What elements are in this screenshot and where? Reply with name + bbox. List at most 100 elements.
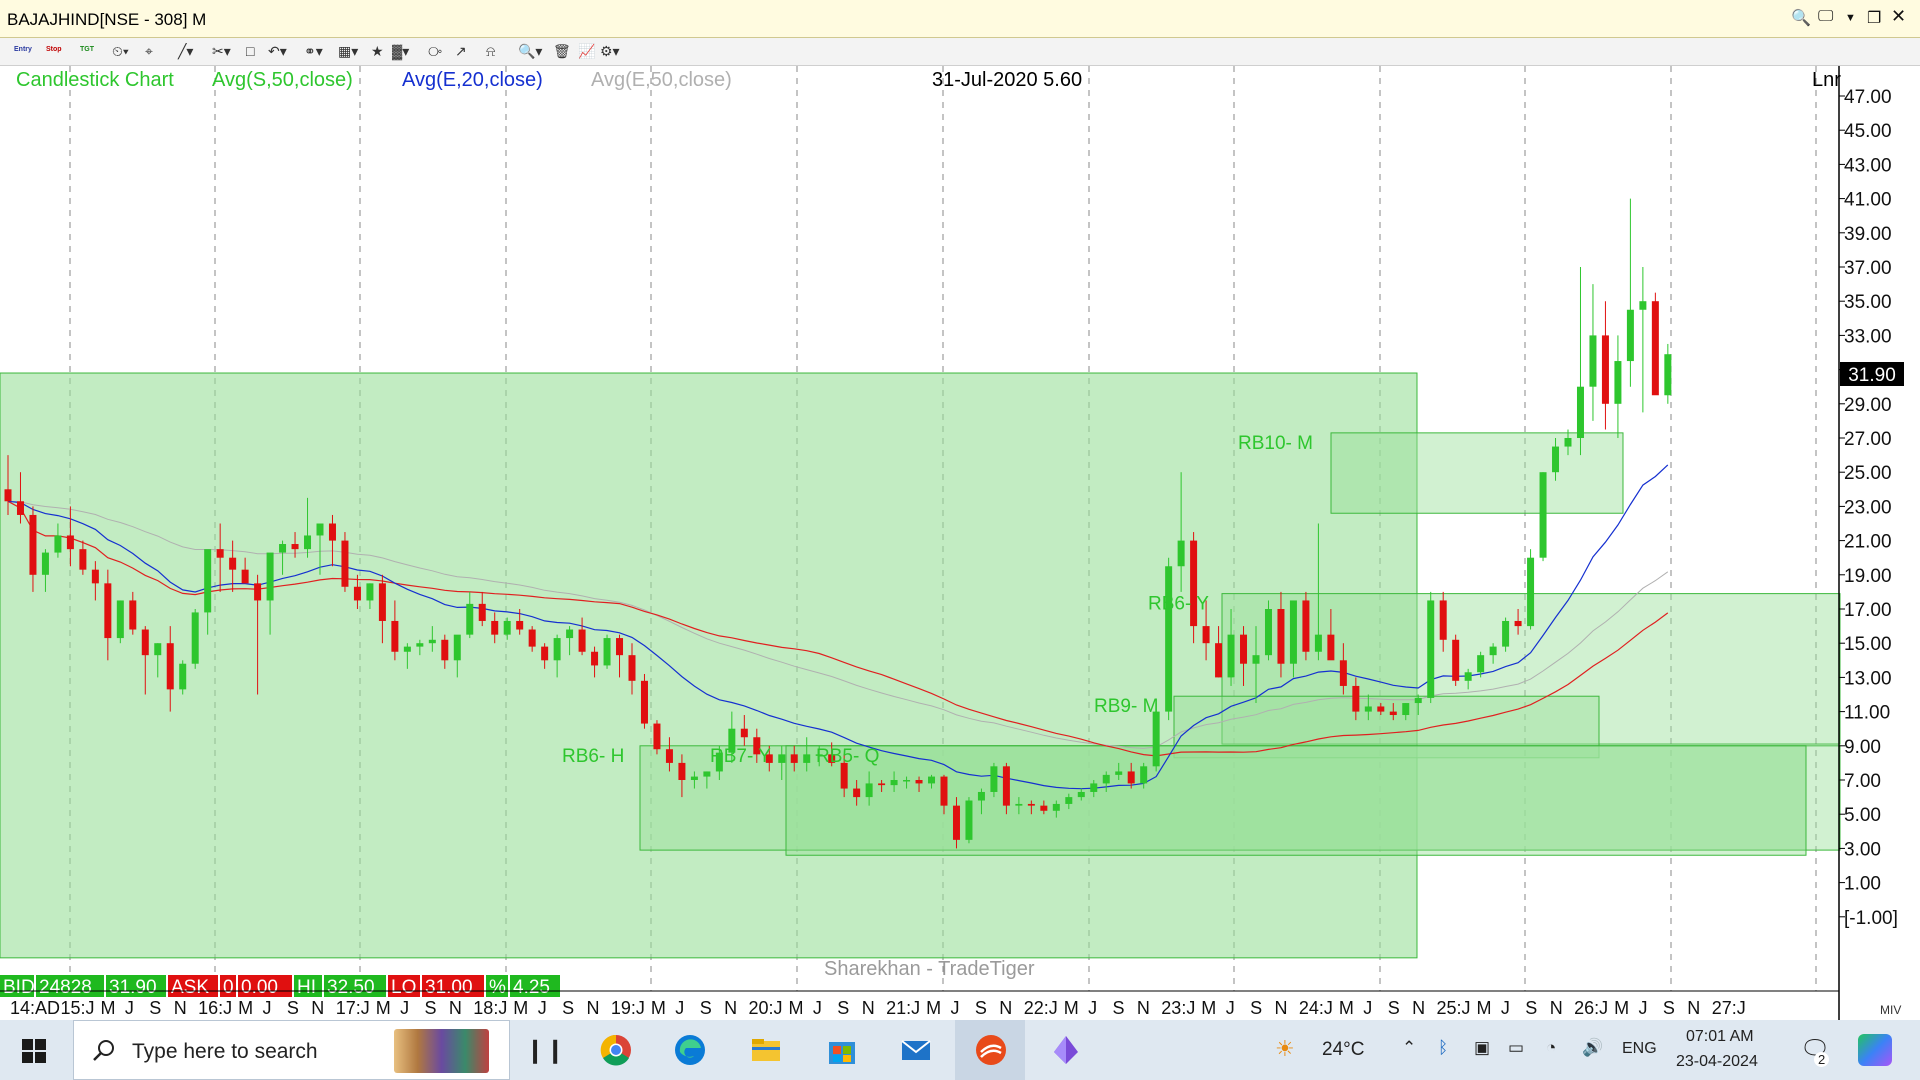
candle [1477,651,1485,678]
chart-toolbar: Entry Stop TGT ⏲▾ ⌖ ╱▾ ✂▾ □ ↶▾ ⚭▾ ▦▾ ★ ▓… [0,38,1920,66]
copilot-icon[interactable] [1858,1034,1892,1066]
link-icon[interactable]: ⚭▾ [304,43,323,59]
sma50-line [7,500,1669,757]
app-crystal-icon[interactable] [1050,1034,1082,1066]
x-tick-label: M [926,998,941,1018]
search-icon[interactable]: 🔍 [1791,10,1811,27]
favorite-icon[interactable]: ★ [371,43,384,59]
candle [1489,643,1497,664]
indicators-icon[interactable]: ▓▾ [392,43,410,59]
chrome-icon[interactable] [600,1034,632,1066]
candle [154,643,162,678]
window-title: BAJAJHIND[NSE - 308] M [7,10,207,29]
meet-icon[interactable]: ▣ [1474,1038,1491,1057]
candle [229,540,237,592]
scale-mode[interactable]: Lnr [1812,69,1841,91]
x-tick-label: 21:J [886,998,920,1018]
taskbar-search-box[interactable]: Type here to search [73,1020,510,1080]
target-tool[interactable]: TGT [80,46,94,53]
layout-icon[interactable]: ▦▾ [338,43,359,59]
candle [1289,600,1297,678]
file-explorer-icon[interactable] [750,1034,782,1066]
weather-icon[interactable]: ☀ [1275,1036,1295,1061]
x-tick-label: 20:J [749,998,783,1018]
candle [1127,762,1135,789]
windows-start-icon[interactable] [22,1039,46,1063]
candle [1077,788,1085,801]
snapshot-icon[interactable]: 🖵 [1818,8,1834,25]
x-tick-label: M [651,998,666,1018]
entry-tool[interactable]: Entry [14,46,32,53]
dropdown-icon[interactable]: ▼ [1845,12,1856,24]
delete-icon[interactable]: 🗑 [553,43,571,59]
candle [29,506,37,592]
candle [1040,800,1048,815]
candle [204,549,212,635]
zone-label: RB5- Q [816,746,879,767]
candle [1514,609,1522,635]
draw-line-icon[interactable]: ╱▾ [178,43,194,59]
rectangle-icon[interactable]: □ [246,43,255,59]
volume-icon[interactable]: 🔊 [1582,1038,1604,1057]
candle [104,569,112,661]
candle [1464,668,1472,690]
axis-corner-icon[interactable]: MIV [1880,1003,1901,1017]
compare-icon[interactable]: ⧂ [428,43,442,59]
bluetooth-icon[interactable]: ᛒ [1438,1038,1449,1057]
candle [441,634,449,669]
battery-icon[interactable]: ▭ [1508,1038,1525,1057]
undo-icon[interactable]: ↶▾ [268,43,287,59]
candle [1377,703,1385,716]
y-tick-label: 5.00 [1844,805,1881,826]
restore-icon[interactable]: ❐ [1867,10,1882,27]
x-tick-label: N [1275,998,1288,1018]
price-chart[interactable]: RB10- M RB6- Y RB9- M RB6- H RB7- Y RB5- Q Ca… [0,66,1920,1020]
line-chart-icon[interactable]: 📈 [578,43,596,59]
x-tick-label: J [675,998,684,1018]
x-tick-label: M [1614,998,1629,1018]
wifi-icon[interactable]: ◔ [1546,1038,1557,1057]
demand-zone-large [0,372,1418,959]
timer-icon[interactable]: ⏲▾ [112,43,129,59]
x-tick-label: M [238,998,253,1018]
x-tick-label: S [1663,998,1675,1018]
x-tick-label: 26:J [1574,998,1608,1018]
candle [1090,780,1098,798]
x-tick-label: 15:J [61,998,95,1018]
candle [1190,532,1198,644]
quote-hi-value: 32.50 [327,977,375,998]
scissors-icon[interactable]: ✂▾ [212,43,231,59]
edge-icon[interactable] [674,1034,706,1066]
search-highlight-image [394,1029,489,1073]
candle [528,626,536,652]
alert-icon[interactable]: ⍾ [486,43,496,59]
x-tick-label: J [1501,998,1510,1018]
candle [1427,591,1435,704]
weather-temp[interactable]: 24°C [1322,1039,1365,1060]
candle [1227,609,1235,686]
crosshair-icon[interactable]: ⌖ [145,43,153,59]
x-tick-label: 16:J [198,998,232,1018]
zoom-icon[interactable]: 🔍▾ [518,43,543,59]
stop-tool[interactable]: Stop [46,46,62,53]
clock-time[interactable]: 07:01 AM [1686,1028,1754,1045]
close-icon[interactable]: ✕ [1891,6,1907,26]
settings-icon[interactable]: ⚙▾ [600,43,620,59]
y-tick-label: 39.00 [1844,224,1892,245]
clock-date[interactable]: 23-04-2024 [1676,1053,1758,1070]
candle [291,532,299,558]
store-icon[interactable] [826,1034,858,1066]
x-tick-label: S [837,998,849,1018]
y-tick-label: 23.00 [1844,497,1892,518]
watermark: Sharekhan - TradeTiger [824,958,1035,980]
search-placeholder: Type here to search [132,1040,318,1063]
tradetiger-icon[interactable] [975,1034,1007,1066]
candle [416,639,424,656]
pointer-icon[interactable]: ↗ [455,43,467,59]
tray-chevron-icon[interactable]: ⌃ [1402,1038,1417,1057]
candle [1527,549,1535,630]
language-indicator[interactable]: ENG [1622,1040,1657,1057]
mail-icon[interactable] [900,1034,932,1066]
candle [304,497,312,558]
task-view-icon[interactable]: ❙❙ [525,1037,566,1064]
